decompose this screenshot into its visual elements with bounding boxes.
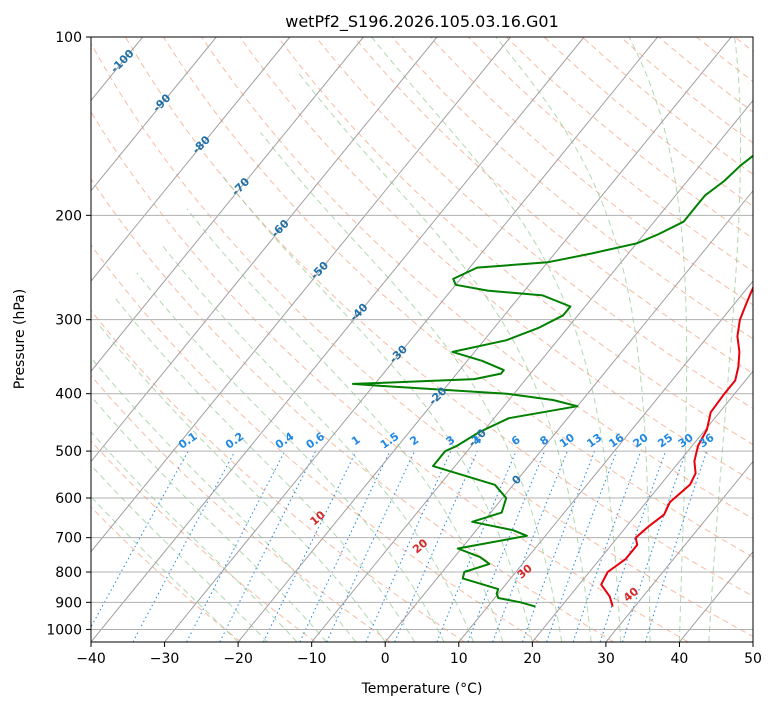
chart-title: wetPf2_S196.2026.105.03.16.G01: [285, 12, 559, 32]
y-tick-label: 600: [55, 491, 82, 507]
mixing-ratio-line: [91, 450, 189, 629]
mixing-ratio-line: [644, 450, 708, 642]
dry-adiabat-line: [505, 37, 753, 240]
mixing-ratio-line: [394, 450, 478, 642]
mixing-ratio-line: [365, 450, 452, 642]
x-tick-label: 30: [597, 651, 615, 667]
dry-adiabat-line: [91, 244, 540, 642]
y-axis-title: Pressure (hPa): [12, 289, 28, 389]
axes: −40 −30 −20 −10 0 10 20 30 40 50 100 200 300 400 500 60…: [46, 30, 762, 667]
mixing-ratio-line: [299, 450, 391, 642]
y-tick-label: 400: [55, 387, 82, 403]
moist-adiabat-line: [91, 356, 357, 642]
isotherm-line: [458, 280, 753, 642]
moist-adiabat-line: [708, 37, 741, 642]
plot-frame: [90, 36, 754, 643]
dry-adiabat-line: [91, 178, 614, 642]
isotherm-line: [531, 370, 753, 642]
dewpoint-series-line: [351, 154, 753, 608]
mixing-ratio-line: [622, 450, 687, 642]
y-tick-label: 200: [55, 208, 82, 224]
dry-adiabat-line: [582, 37, 753, 175]
moist-adiabat-line: [186, 208, 504, 642]
moist-adiabat-line: [628, 37, 688, 642]
isotherm-line: [311, 99, 753, 642]
y-tick-label: 800: [55, 565, 82, 581]
x-tick-label: −30: [150, 651, 180, 667]
x-tick-label: 0: [381, 651, 390, 667]
x-tick-label: 10: [450, 651, 468, 667]
series-layer: [351, 154, 753, 608]
isotherm-line: [91, 37, 291, 282]
moist-adiabat-line: [97, 323, 386, 642]
moist-adiabat-line: [91, 395, 327, 642]
dry-adiabat-line: [543, 37, 753, 207]
dry-adiabat-line: [91, 111, 689, 642]
y-tick-label: 100: [55, 30, 82, 46]
moist-adiabat-line: [91, 464, 268, 642]
mixing-ratio-line: [436, 450, 517, 642]
dry-adiabat-line: [201, 37, 753, 520]
isotherm-line: [91, 37, 585, 642]
isotherm-line: [237, 37, 732, 642]
dry-adiabat-line: [277, 37, 753, 446]
dry-adiabat-line: [353, 37, 753, 374]
x-tick-label: −10: [297, 651, 327, 667]
dry-adiabat-line: [91, 506, 242, 642]
moist-adiabat-line: [114, 296, 416, 642]
isotherm-line: [91, 37, 511, 553]
y-tick-label: 300: [55, 313, 82, 329]
x-tick-label: −40: [76, 651, 106, 667]
dry-adiabat-line: [239, 37, 753, 482]
y-tick-label: 700: [55, 531, 82, 547]
isotherm-line: [384, 189, 753, 642]
dry-adiabat-line: [315, 37, 753, 410]
mixing-ratio-line: [467, 450, 546, 642]
mixing-ratio-line: [263, 450, 357, 642]
temperature-series-line: [600, 285, 753, 607]
isotherm-line: [605, 460, 753, 642]
moist-adiabat-line: [298, 72, 592, 642]
isotherm-line: [91, 37, 217, 192]
moist-adiabat-line: [91, 431, 298, 642]
moist-adiabat-line: [371, 37, 622, 642]
x-tick-label: 40: [671, 651, 689, 667]
dry-adiabat-line: [91, 42, 753, 638]
y-tick-label: 1000: [46, 622, 82, 638]
moist-adiabat-line: [162, 245, 474, 642]
mixing-ratio-line: [326, 450, 416, 642]
y-tick-label: 900: [55, 595, 82, 611]
dry-adiabat-line: [91, 309, 465, 642]
x-tick-label: −20: [223, 651, 253, 667]
isotherm-line: [91, 37, 438, 463]
mixing-ratio-line: [132, 450, 236, 642]
x-axis-title: Temperature (°C): [361, 681, 483, 697]
x-tick-label: 20: [523, 651, 541, 667]
isotherm-line: [91, 37, 364, 373]
moist-adiabat-line: [136, 272, 445, 642]
isotherm-line: [164, 37, 658, 642]
x-tick-label: 50: [744, 651, 762, 667]
dry-adiabat-line: [91, 374, 391, 642]
dry-adiabat-line: [163, 37, 753, 558]
moist-adiabat-line: [495, 37, 651, 642]
dry-adiabat-line: [125, 37, 753, 597]
dry-adiabat-line: [391, 37, 753, 340]
y-tick-label: 500: [55, 444, 82, 460]
background-lines: [91, 37, 753, 642]
